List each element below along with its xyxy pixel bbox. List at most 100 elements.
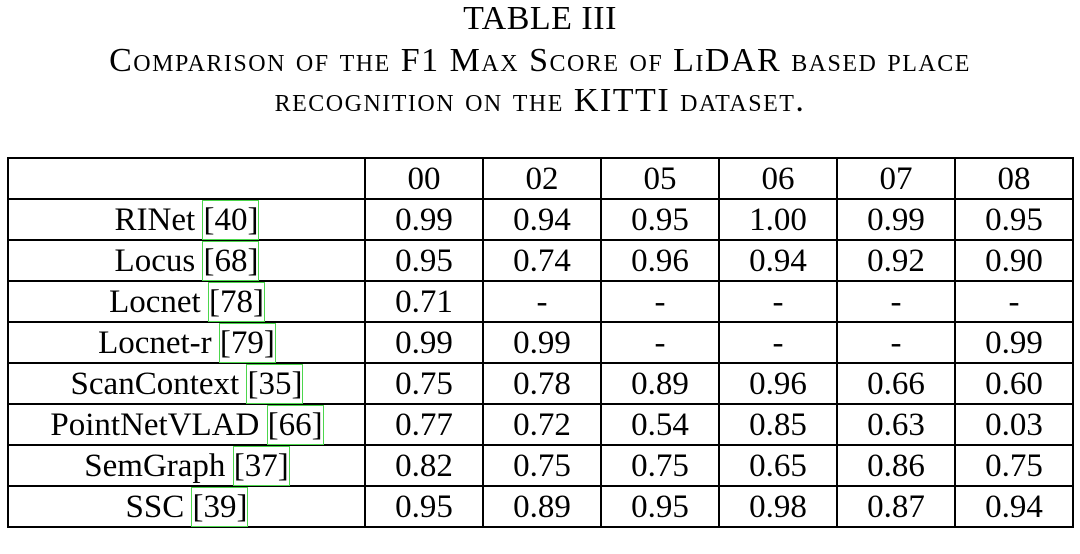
citation-number: 37 [244,447,278,484]
value-cell: 0.94 [954,485,1074,528]
header-cell-method [7,157,366,200]
citation-number: 66 [278,406,312,443]
value-cell: 0.86 [836,444,956,487]
value-cell: 0.54 [600,403,720,446]
value-cell: 0.65 [718,444,838,487]
f1-max-score-table: 00 02 05 06 07 08 RINet [40] 0.99 0.94 0… [7,157,1074,528]
table-label: TABLE III [463,0,617,37]
citation-link[interactable]: [66] [266,404,324,445]
header-cell-seq-02: 02 [482,157,602,200]
citation-number: 39 [203,488,237,525]
value-cell: 0.95 [364,239,484,282]
method-name: ScanContext [70,365,240,402]
value-cell: - [954,280,1074,323]
table-row: Locnet-r [79] 0.99 0.99 - - - 0.99 [7,321,1074,364]
method-name: SemGraph [84,447,226,484]
value-cell: 0.66 [836,362,956,405]
table-row: Locus [68] 0.95 0.74 0.96 0.94 0.92 0.90 [7,239,1074,282]
value-cell: 0.96 [600,239,720,282]
value-cell: 0.78 [482,362,602,405]
value-cell: 0.60 [954,362,1074,405]
value-cell: 0.99 [364,198,484,241]
citation-number: 78 [219,283,253,320]
value-cell: 0.72 [482,403,602,446]
method-name: SSC [125,488,185,525]
citation-link[interactable]: [79] [218,322,276,363]
value-cell: 0.95 [954,198,1074,241]
citation-link[interactable]: [35] [246,363,304,404]
citation-number: 40 [214,201,248,238]
value-cell: 0.63 [836,403,956,446]
value-cell: 0.99 [482,321,602,364]
value-cell: 0.71 [364,280,484,323]
header-cell-seq-05: 05 [600,157,720,200]
value-cell: - [836,321,956,364]
table-row: SSC [39] 0.95 0.89 0.95 0.98 0.87 0.94 [7,485,1074,528]
value-cell: 0.99 [836,198,956,241]
value-cell: 0.99 [954,321,1074,364]
citation-number: 79 [230,324,264,361]
method-cell: RINet [40] [7,198,366,241]
method-name: Locnet [109,283,201,320]
citation-link[interactable]: [78] [207,281,265,322]
method-cell: PointNetVLAD [66] [7,403,366,446]
value-cell: 0.03 [954,403,1074,446]
value-cell: 0.89 [600,362,720,405]
value-cell: - [718,280,838,323]
header-cell-seq-06: 06 [718,157,838,200]
header-cell-seq-08: 08 [954,157,1074,200]
method-cell: SemGraph [37] [7,444,366,487]
citation-number: 68 [214,242,248,279]
citation-link[interactable]: [68] [202,240,260,281]
table-row: PointNetVLAD [66] 0.77 0.72 0.54 0.85 0.… [7,403,1074,446]
value-cell: 0.75 [364,362,484,405]
value-cell: 0.87 [836,485,956,528]
header-row: 00 02 05 06 07 08 [7,157,1074,200]
value-cell: - [718,321,838,364]
method-cell: Locnet-r [79] [7,321,366,364]
table-caption-line-1: Comparison of the F1 Max Score of LiDAR … [109,42,971,79]
value-cell: 0.85 [718,403,838,446]
value-cell: 0.96 [718,362,838,405]
value-cell: 0.99 [364,321,484,364]
method-name: PointNetVLAD [50,406,260,443]
method-cell: ScanContext [35] [7,362,366,405]
value-cell: - [482,280,602,323]
value-cell: - [600,280,720,323]
method-name: Locnet-r [98,324,212,361]
value-cell: 1.00 [718,198,838,241]
method-cell: Locnet [78] [7,280,366,323]
method-cell: SSC [39] [7,485,366,528]
header-cell-seq-00: 00 [364,157,484,200]
method-name: RINet [114,201,196,238]
header-cell-seq-07: 07 [836,157,956,200]
citation-link[interactable]: [37] [232,445,290,486]
value-cell: 0.95 [600,485,720,528]
table-row: Locnet [78] 0.71 - - - - - [7,280,1074,323]
value-cell: 0.75 [600,444,720,487]
value-cell: 0.77 [364,403,484,446]
value-cell: 0.98 [718,485,838,528]
table-row: ScanContext [35] 0.75 0.78 0.89 0.96 0.6… [7,362,1074,405]
value-cell: 0.75 [954,444,1074,487]
value-cell: 0.90 [954,239,1074,282]
table-row: RINet [40] 0.99 0.94 0.95 1.00 0.99 0.95 [7,198,1074,241]
value-cell: 0.75 [482,444,602,487]
value-cell: - [836,280,956,323]
value-cell: - [600,321,720,364]
value-cell: 0.74 [482,239,602,282]
citation-link[interactable]: [39] [191,486,249,527]
value-cell: 0.89 [482,485,602,528]
citation-number: 35 [258,365,292,402]
value-cell: 0.92 [836,239,956,282]
method-name: Locus [114,242,196,279]
value-cell: 0.94 [718,239,838,282]
method-cell: Locus [68] [7,239,366,282]
value-cell: 0.82 [364,444,484,487]
table-row: SemGraph [37] 0.82 0.75 0.75 0.65 0.86 0… [7,444,1074,487]
value-cell: 0.94 [482,198,602,241]
table-caption-line-2: recognition on the KITTI dataset. [274,82,806,119]
value-cell: 0.95 [600,198,720,241]
value-cell: 0.95 [364,485,484,528]
citation-link[interactable]: [40] [202,199,260,240]
